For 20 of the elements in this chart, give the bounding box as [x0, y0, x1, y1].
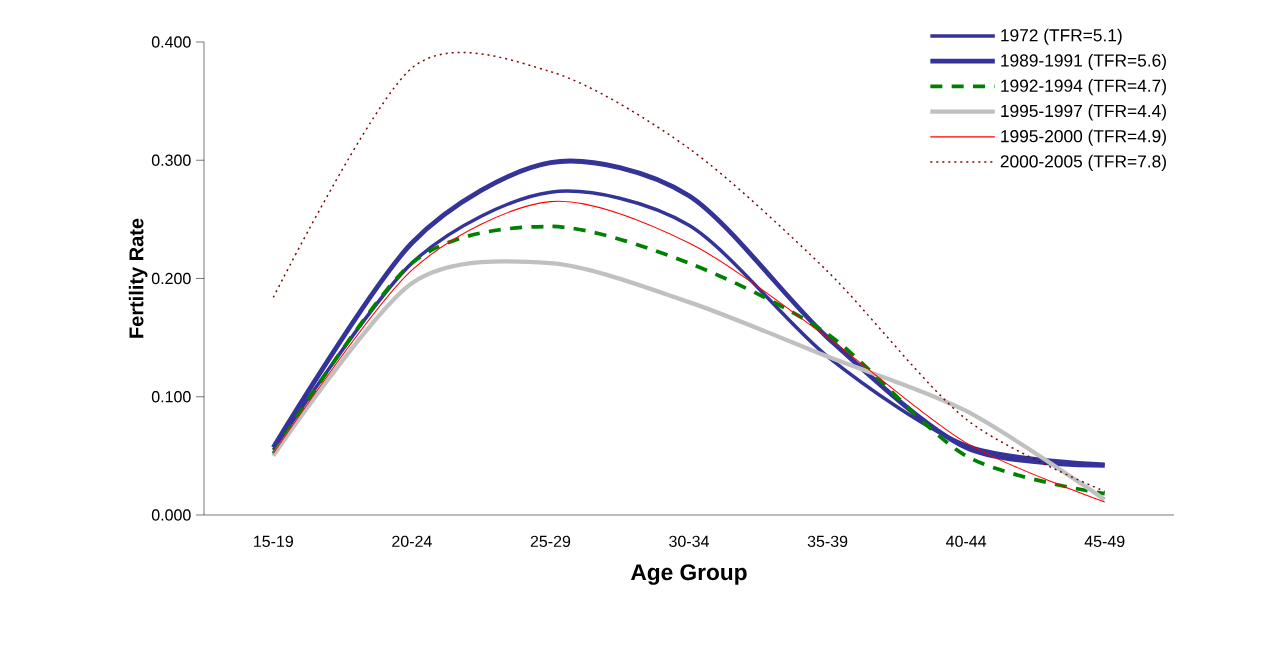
- y-axis-title: Fertility Rate: [128, 218, 148, 338]
- x-tick-label: 40-44: [946, 535, 987, 548]
- x-tick-label: 45-49: [1084, 535, 1125, 548]
- y-tick-label: 0.300: [151, 154, 191, 166]
- y-tick-label: 0.000: [151, 509, 191, 521]
- x-tick-label: 25-29: [530, 535, 571, 548]
- y-tick-label: 0.200: [151, 272, 191, 285]
- x-tick-label: 20-24: [392, 535, 432, 548]
- x-tick-label: 30-34: [669, 535, 709, 548]
- y-tick-label: 0.400: [151, 36, 191, 48]
- x-axis-title: Age Group: [631, 564, 747, 585]
- x-tick-label: 15-19: [254, 535, 293, 548]
- y-tick-label: 0.100: [151, 391, 191, 403]
- legend-label: 2000-2005 (TFR=7.8): [1000, 154, 1166, 171]
- x-tick-label: 35-39: [807, 535, 848, 548]
- legend-label: 1992-1994 (TFR=4.7): [1001, 79, 1166, 96]
- legend-label: 1995-2000 (TFR=4.9): [1001, 129, 1166, 146]
- legend-label: 1995-1997 (TFR=4.4): [1001, 104, 1166, 121]
- legend-label: 1972 (TFR=5.1): [1001, 28, 1122, 45]
- legend-label: 1989-1991 (TFR=5.6): [1001, 53, 1166, 71]
